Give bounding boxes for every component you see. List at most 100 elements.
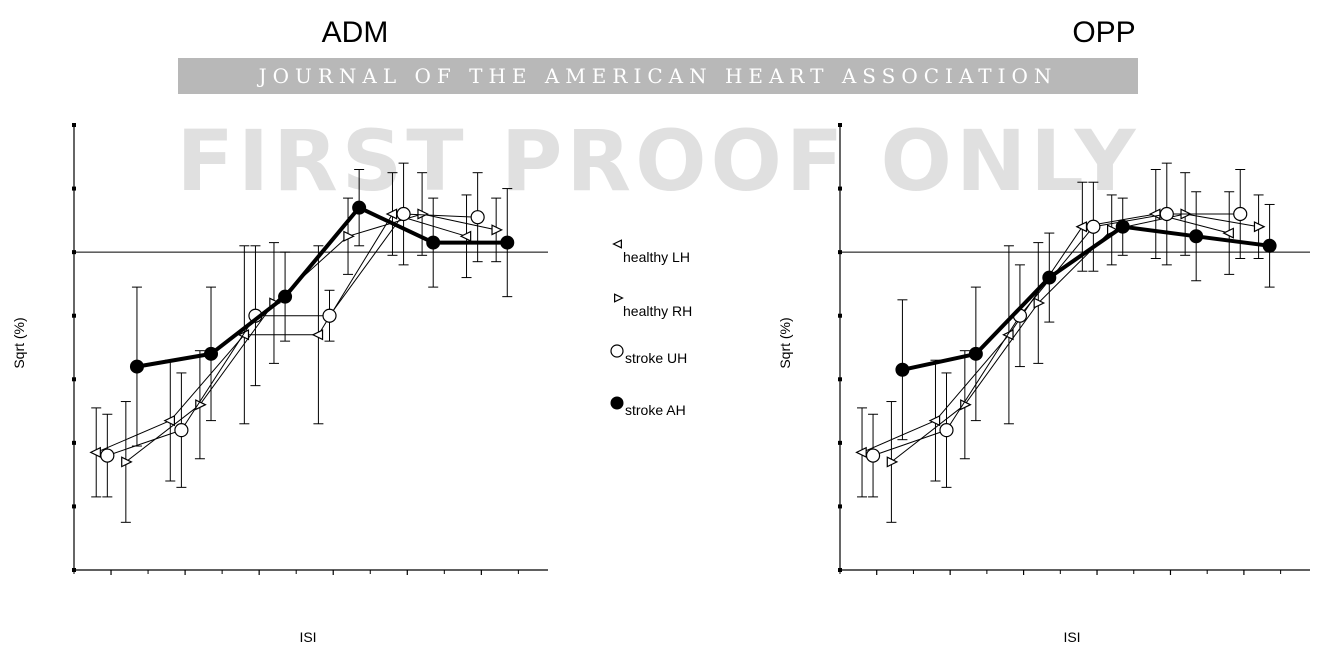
data-point [500, 235, 515, 250]
chart-title-adm: ADM [322, 16, 389, 49]
data-point [195, 399, 207, 411]
data-point [1159, 206, 1174, 222]
legend-item-healthy-lh: healthy LH [612, 239, 690, 265]
y-tick-mark [838, 504, 842, 509]
series-stroke-ah [129, 169, 515, 447]
data-point [459, 230, 472, 242]
data-point [1042, 270, 1057, 285]
data-point [89, 446, 101, 459]
series-stroke-uh [865, 162, 1248, 498]
legend-marker-triangle-left-icon [612, 239, 622, 249]
series-line [861, 213, 1230, 453]
data-point [343, 230, 355, 242]
series-line [891, 213, 1259, 463]
legend-item-stroke-uh: stroke UH [610, 344, 687, 366]
x-axis-label-opp: ISI [1063, 629, 1080, 645]
data-point [968, 346, 983, 361]
data-point [1253, 221, 1266, 233]
series-line [901, 224, 1270, 372]
y-tick-mark [838, 250, 842, 255]
series-stroke-ah [895, 191, 1277, 441]
data-point [939, 423, 954, 438]
series-line [136, 205, 508, 369]
series-line [125, 213, 497, 463]
data-point [129, 359, 144, 374]
series-healthy-lh [855, 169, 1235, 498]
data-point [1033, 297, 1046, 309]
legend-item-healthy-rh: healthy RH [614, 293, 692, 319]
data-point [470, 210, 485, 225]
data-point [1075, 221, 1088, 233]
data-point [121, 456, 133, 468]
legend-marker-shape [612, 239, 622, 249]
data-point [417, 208, 429, 220]
y-axis-label-adm: Sqrt (%) [11, 317, 27, 368]
legend-item-stroke-ah: stroke AH [610, 396, 686, 418]
data-point [1233, 206, 1248, 222]
data-point [352, 200, 367, 215]
data-point [855, 446, 867, 459]
watermark-banner [178, 58, 1138, 94]
data-point [204, 346, 219, 361]
series-healthy-rh [886, 172, 1266, 523]
series-stroke-uh [100, 162, 485, 498]
watermark: JOURNAL OF THE AMERICAN HEART ASSOCIATIO… [176, 58, 1139, 210]
data-point [1222, 227, 1234, 239]
y-axis-label-opp: Sqrt (%) [777, 317, 793, 368]
watermark-proof: FIRST PROOF ONLY [176, 112, 1139, 210]
y-tick-mark [72, 123, 76, 127]
legend-marker-filled-circle-icon [610, 396, 624, 410]
legend-marker-shape [614, 293, 624, 303]
y-tick-mark [72, 377, 76, 382]
data-point [1262, 238, 1277, 253]
x-axis-label-adm: ISI [299, 629, 316, 645]
y-tick-mark [72, 440, 76, 445]
data-point [311, 329, 324, 341]
plot-area-opp [838, 123, 1310, 575]
series-healthy-rh [120, 172, 504, 523]
y-tick-mark [838, 377, 842, 382]
data-point [1115, 219, 1130, 234]
data-point [865, 448, 881, 463]
legend-label: stroke AH [625, 402, 686, 418]
data-point [100, 448, 115, 463]
data-point [322, 308, 337, 323]
legend: healthy LH healthy RH stroke UH stroke A… [610, 239, 692, 418]
y-tick-mark [72, 313, 76, 318]
plot-area-adm [72, 123, 548, 575]
y-tick-mark [838, 440, 842, 445]
y-tick-mark [838, 186, 842, 191]
series-line [96, 213, 467, 453]
data-point [1189, 229, 1204, 244]
legend-label: stroke UH [625, 350, 687, 366]
data-point [426, 235, 441, 250]
legend-marker-open-circle-icon [610, 344, 624, 358]
data-point [163, 414, 176, 427]
data-point [1148, 208, 1161, 220]
legend-label: healthy LH [623, 249, 690, 265]
y-tick-mark [72, 186, 76, 191]
chart-title-opp: OPP [1072, 16, 1135, 49]
data-point [278, 289, 293, 304]
series-healthy-lh [89, 172, 472, 498]
data-point [491, 224, 504, 236]
data-point [895, 362, 910, 377]
legend-marker-shape [610, 396, 624, 410]
data-point [174, 423, 189, 438]
data-point [385, 208, 398, 220]
y-tick-mark [838, 123, 842, 127]
watermark-journal: JOURNAL OF THE AMERICAN HEART ASSOCIATIO… [257, 64, 1058, 88]
y-tick-mark [838, 313, 842, 318]
panel-adm: ADM Sqrt (%) ISI [11, 16, 548, 645]
legend-marker-shape [610, 344, 624, 358]
data-point [928, 414, 941, 427]
data-point [886, 456, 899, 468]
series-line [107, 213, 478, 457]
panel-opp: OPP Sqrt (%) ISI [777, 16, 1310, 645]
legend-label: healthy RH [623, 303, 692, 319]
y-tick-mark [72, 504, 76, 509]
legend-marker-triangle-right-icon [614, 293, 624, 303]
y-tick-mark [72, 250, 76, 255]
data-point [1086, 219, 1101, 234]
